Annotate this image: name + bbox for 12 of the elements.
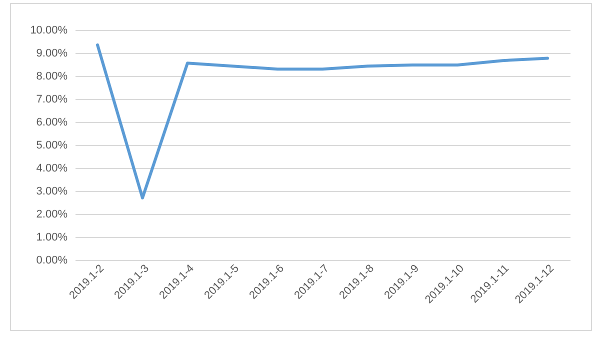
y-tick-label: 7.00%: [36, 94, 68, 106]
y-tick-label: 3.00%: [36, 186, 68, 198]
y-tick-label: 8.00%: [36, 70, 68, 82]
y-tick-label: 1.00%: [36, 232, 68, 244]
y-tick-label: 0.00%: [36, 254, 68, 266]
y-tick-label: 2.00%: [36, 208, 68, 220]
y-tick-label: 5.00%: [36, 140, 68, 152]
y-tick-label: 10.00%: [30, 24, 68, 36]
line-series: [96, 43, 549, 200]
y-tick-label: 4.00%: [36, 162, 68, 174]
y-tick-label: 9.00%: [36, 48, 68, 60]
y-tick-label: 6.00%: [36, 116, 68, 128]
